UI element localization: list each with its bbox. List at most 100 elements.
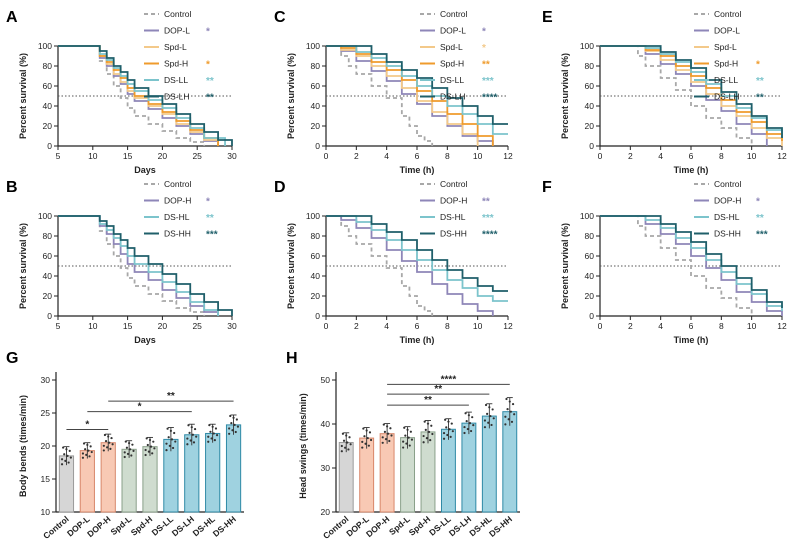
panel-B: B 0 20 40 60 80 100 5 10 15 20 25 30 Days Percent surv… — [6, 179, 237, 345]
y-tick-label: 100 — [580, 211, 594, 221]
legend-significance: ** — [756, 93, 764, 104]
bar-ds-hh — [502, 411, 518, 513]
data-point — [123, 451, 126, 454]
survival-curve-control — [58, 45, 206, 146]
x-tick-label: 2 — [354, 151, 359, 161]
data-point — [369, 438, 373, 442]
data-point — [504, 423, 507, 426]
legend-significance: ** — [206, 93, 214, 104]
y-tick-label: 80 — [43, 61, 53, 71]
x-tick-label: 20 — [158, 151, 168, 161]
data-point — [188, 431, 191, 434]
x-tick-label: 0 — [598, 321, 603, 331]
data-point — [187, 424, 190, 427]
data-point — [451, 430, 454, 433]
data-point — [361, 446, 364, 449]
data-point — [410, 438, 414, 441]
legend-label: DOP-L — [164, 26, 190, 36]
legend-significance: * — [206, 60, 210, 71]
x-tick-label: 6 — [415, 151, 420, 161]
data-point — [186, 443, 189, 446]
data-point — [340, 444, 343, 448]
data-point — [174, 440, 177, 443]
panel-F: F 0 20 40 60 80 100 0 2 4 6 8 10 12 Time (h) Percent su… — [542, 179, 787, 345]
y-tick-label: 25 — [41, 408, 51, 418]
y-axis-label: Percent survival (%) — [286, 223, 296, 309]
y-axis-label: Percent survival (%) — [560, 223, 570, 309]
y-tick-label: 20 — [585, 291, 595, 301]
x-tick-label: 15 — [123, 321, 133, 331]
data-point — [347, 448, 350, 451]
x-tick-label: 10 — [473, 321, 483, 331]
data-point — [346, 441, 349, 444]
data-point — [422, 434, 425, 438]
data-point — [151, 452, 154, 455]
data-point — [467, 414, 470, 417]
survival-curve-ds-hh — [600, 215, 783, 308]
survival-curve-dop-h — [326, 215, 494, 316]
data-point — [508, 400, 511, 403]
x-tick-label: 25 — [192, 321, 202, 331]
data-point — [148, 438, 152, 442]
legend-label: DS-LH — [164, 92, 190, 102]
data-point — [103, 433, 107, 437]
legend-significance: * — [482, 27, 486, 38]
data-point — [64, 459, 67, 462]
bar-spd-l — [400, 437, 416, 513]
data-point — [65, 448, 68, 451]
x-tick-label: 0 — [598, 151, 603, 161]
data-point — [190, 426, 193, 429]
panel-letter: B — [6, 179, 18, 196]
data-point — [386, 425, 389, 428]
data-point — [214, 427, 218, 430]
x-tick-label: 20 — [158, 321, 168, 331]
data-point — [513, 413, 516, 416]
legend-label: DS-LH — [714, 92, 740, 102]
y-tick-label: 80 — [311, 61, 321, 71]
bar-ds-lh — [461, 422, 477, 513]
data-point — [468, 422, 472, 425]
data-point — [125, 446, 129, 449]
data-point — [165, 442, 168, 445]
data-point — [106, 446, 109, 449]
data-point — [362, 427, 365, 430]
legend-label: Control — [714, 179, 742, 189]
bar-control — [338, 441, 354, 513]
survival-curve-ds-hl — [58, 215, 219, 316]
legend-label: DS-HH — [714, 229, 741, 239]
data-point — [193, 427, 197, 431]
x-tick-label: 6 — [689, 151, 694, 161]
data-point — [404, 434, 407, 437]
data-point — [489, 414, 492, 418]
data-point — [207, 435, 210, 438]
data-point — [233, 423, 236, 426]
data-point — [60, 458, 64, 461]
data-point — [466, 427, 469, 431]
data-point — [86, 443, 89, 447]
bar-ds-hl — [481, 415, 497, 513]
x-tick-label: 4 — [384, 321, 389, 331]
legend-label: Control — [440, 9, 468, 19]
significance-label: **** — [441, 374, 457, 385]
data-point — [366, 436, 369, 440]
data-point — [382, 423, 385, 426]
data-point — [211, 425, 214, 428]
y-tick-label: 80 — [585, 231, 595, 241]
data-point — [144, 453, 147, 457]
data-point — [484, 403, 488, 407]
data-point — [153, 447, 156, 450]
y-axis-label: Percent survival (%) — [286, 53, 296, 139]
data-point — [471, 416, 474, 419]
panel-E: E 0 20 40 60 80 100 0 2 4 6 8 10 12 Time (h) Percent su… — [542, 9, 787, 175]
y-tick-label: 100 — [306, 211, 320, 221]
x-tick-label: 6 — [415, 321, 420, 331]
data-point — [231, 429, 234, 432]
panel-G: G 10 15 20 25 30 Body bends (times/min) Control… — [6, 350, 244, 541]
legend-label: DS-LH — [440, 92, 466, 102]
data-point — [171, 446, 175, 450]
x-category-label: DOP-H — [85, 514, 112, 539]
bar-dop-l — [79, 450, 95, 513]
y-tick-label: 40 — [43, 271, 53, 281]
x-tick-label: 8 — [445, 321, 450, 331]
